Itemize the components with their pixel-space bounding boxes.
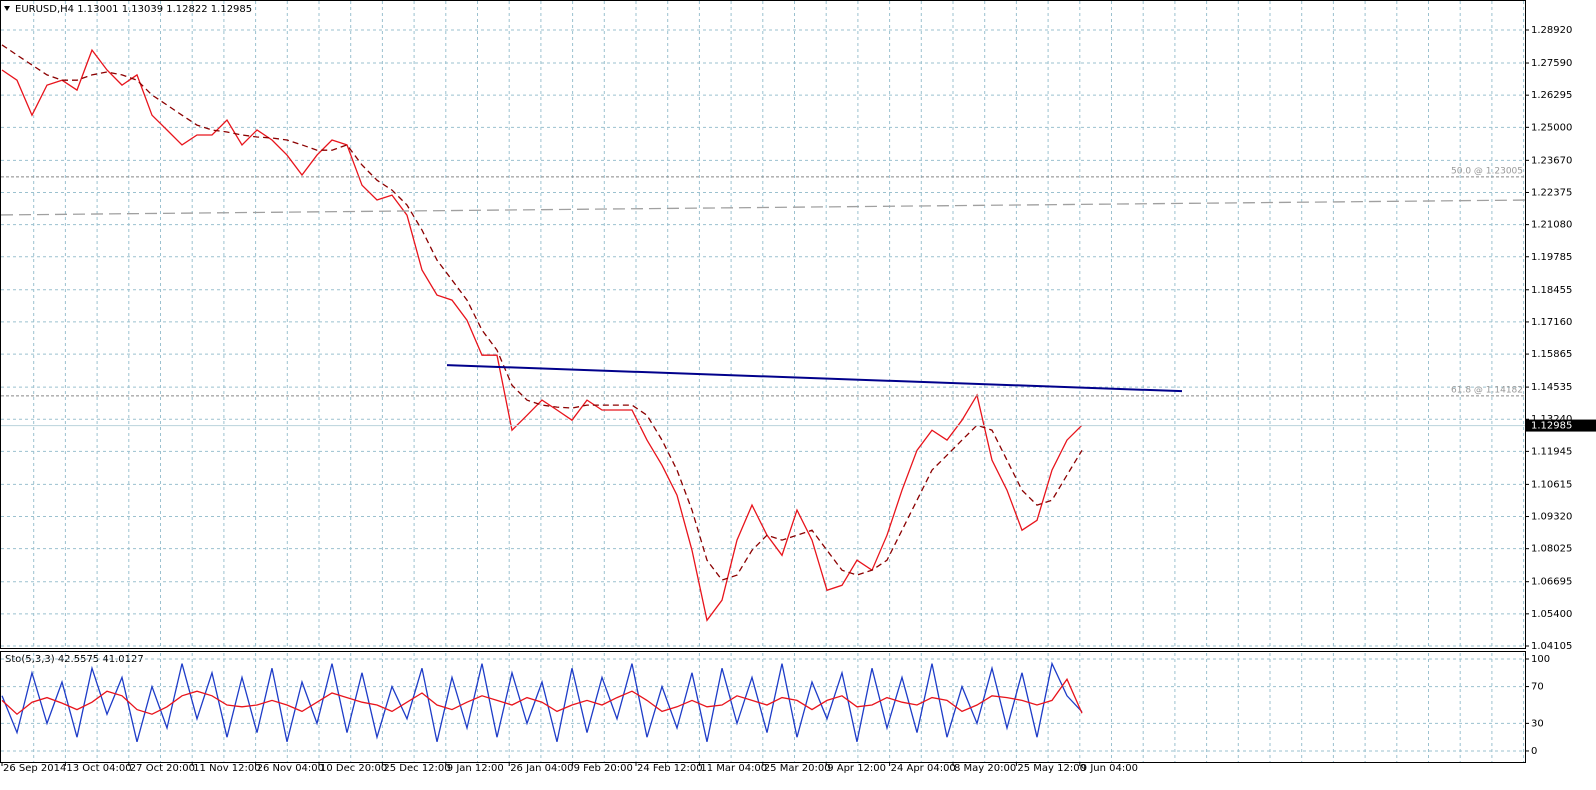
y-tick-label: 1.06695 [1531,577,1572,588]
time-label: 8 May 20:00 [954,763,1016,774]
series-line [1,661,1083,742]
time-label: 10 Dec 20:00 [320,763,387,774]
y-tick-label: 0 [1531,746,1537,757]
y-tick-label: 1.27590 [1531,58,1572,69]
y-tick-label: 100 [1531,654,1550,665]
y-tick-label: 70 [1531,682,1544,693]
last-price-label: 1.12985 [1531,421,1572,432]
time-label: 24 Apr 04:00 [891,763,956,774]
time-label: 9 Jun 04:00 [1081,763,1138,774]
fibo-label: 50.0 @ 1.23005 [1451,166,1523,176]
time-label: 26 Sep 2014 [3,763,66,774]
series-line [1,48,1083,622]
y-tick-label: 1.09320 [1531,512,1572,523]
y-tick-label: 1.23670 [1531,155,1572,166]
y-tick-label: 1.25000 [1531,122,1572,133]
time-label: 27 Oct 20:00 [130,763,195,774]
y-tick-label: 1.10615 [1531,479,1572,490]
price-pane [0,0,1526,649]
y-tick-label: 1.05400 [1531,609,1572,620]
dashed-line [0,199,1526,216]
y-tick-label: 1.18455 [1531,285,1572,296]
y-tick-label: 1.17160 [1531,317,1572,328]
y-tick-label: 1.14535 [1531,382,1572,393]
y-tick-label: 1.28920 [1531,25,1572,36]
menu-arrow[interactable] [4,6,10,11]
chart-title: EURUSD,H4 1.13001 1.13039 1.12822 1.1298… [15,4,252,15]
time-label: 25 Dec 12:00 [383,763,450,774]
time-label: 26 Jan 04:00 [510,763,573,774]
series-line [1,44,1083,581]
time-label: 9 Apr 12:00 [827,763,886,774]
time-label: 25 May 12:00 [1017,763,1086,774]
vertical-grid [33,1,1525,762]
trend-line [446,364,1183,393]
time-label: 25 Mar 20:00 [764,763,831,774]
y-tick-label: 1.15865 [1531,349,1572,360]
indicator-title: Sto(5,3,3) 42.5575 41.0127 [5,654,144,665]
fibo-label: 61.8 @ 1.14182 [1451,385,1523,395]
y-tick-label: 1.11945 [1531,446,1572,457]
y-tick-label: 1.08025 [1531,544,1572,555]
time-label: 9 Feb 20:00 [574,763,633,774]
time-label: 24 Feb 12:00 [637,763,703,774]
y-tick-label: 1.04105 [1531,641,1572,652]
y-tick-label: 1.26295 [1531,90,1572,101]
time-label: 9 Jan 12:00 [447,763,504,774]
y-tick-label: 1.19785 [1531,252,1572,263]
y-tick-label: 1.22375 [1531,187,1572,198]
y-tick-label: 1.21080 [1531,220,1572,231]
time-label: 26 Nov 04:00 [257,763,324,774]
time-label: 11 Nov 12:00 [193,763,260,774]
last-price-box [1526,419,1596,432]
time-label: 13 Oct 04:00 [66,763,131,774]
y-tick-label: 30 [1531,718,1544,729]
time-label: 11 Mar 04:00 [700,763,767,774]
series-line [1,677,1083,716]
